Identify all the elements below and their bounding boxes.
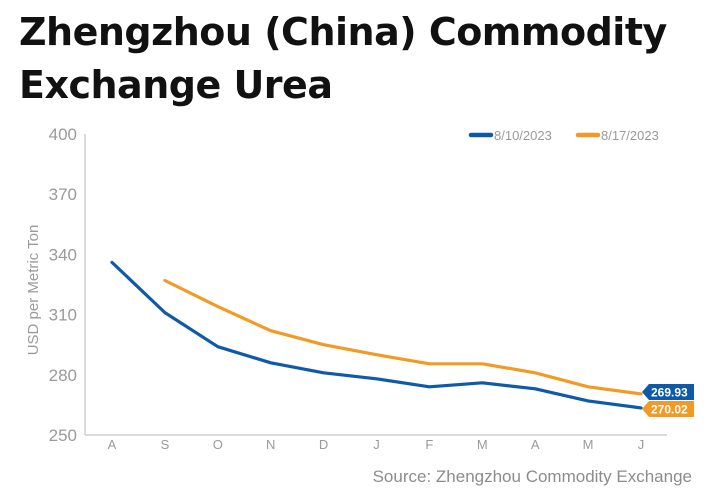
- end-value-label: 269.93: [651, 386, 688, 400]
- x-tick-label: M: [583, 437, 594, 452]
- x-tick-label: O: [213, 437, 223, 452]
- series-line-1: [110, 260, 643, 410]
- x-tick-label: J: [638, 437, 645, 452]
- y-axis-label: USD per Metric Ton: [25, 225, 42, 356]
- x-tick-label: N: [266, 437, 275, 452]
- end-value-tag: [642, 384, 694, 400]
- y-tick-label: 310: [49, 306, 77, 325]
- x-tick-label: A: [531, 437, 540, 452]
- legend-label: 8/10/2023: [494, 128, 552, 143]
- x-tick-label: S: [161, 437, 170, 452]
- x-tick-label: M: [477, 437, 488, 452]
- chart-title: Zhengzhou (China) Commodity Exchange Ure…: [19, 10, 667, 107]
- y-tick-label: 340: [49, 245, 77, 264]
- x-tick-label: F: [425, 437, 433, 452]
- source-note: Source: Zhengzhou Commodity Exchange: [372, 467, 692, 486]
- x-tick-label: D: [319, 437, 328, 452]
- y-tick-label: 370: [49, 185, 77, 204]
- end-value-label: 270.02: [651, 403, 688, 417]
- x-tick-label: A: [108, 437, 117, 452]
- y-tick-label: 280: [49, 366, 77, 385]
- y-tick-label: 250: [49, 426, 77, 445]
- series-line-2: [163, 278, 643, 396]
- x-tick-label: J: [373, 437, 380, 452]
- end-value-tag: [642, 401, 694, 417]
- legend-label: 8/17/2023: [601, 128, 659, 143]
- y-tick-label: 400: [49, 125, 77, 144]
